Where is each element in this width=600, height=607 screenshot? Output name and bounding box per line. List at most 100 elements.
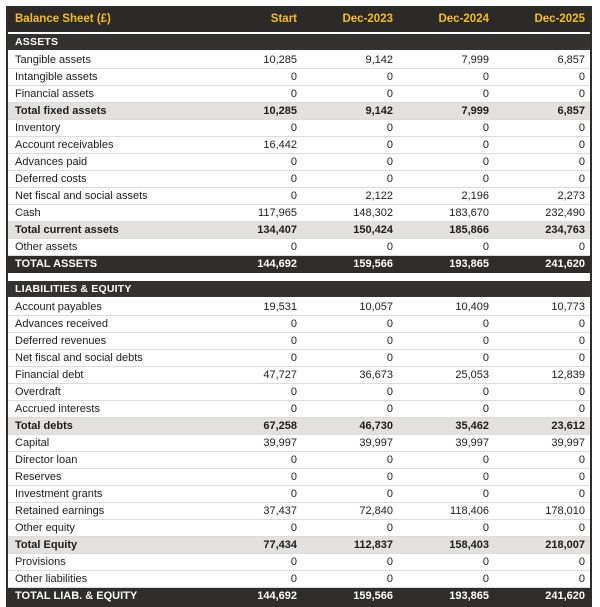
cell-provisions-start: 0 bbox=[206, 553, 302, 571]
cell-cash-start: 117,965 bbox=[206, 204, 302, 222]
section-gap-cell bbox=[8, 273, 590, 281]
row-label: Accrued interests bbox=[8, 400, 206, 418]
cell-retained-earnings-dec-2023: 72,840 bbox=[302, 502, 398, 520]
cell-deferred-costs-dec-2023: 0 bbox=[302, 170, 398, 188]
cell-accrued-interests-dec-2025: 0 bbox=[494, 400, 590, 418]
column-header-dec-2025: Dec-2025 bbox=[494, 8, 590, 34]
cell-deferred-revenues-start: 0 bbox=[206, 332, 302, 350]
table-row-director-loan: Director loan 0 0 0 0 bbox=[8, 451, 590, 469]
cell-director-loan-dec-2023: 0 bbox=[302, 451, 398, 469]
cell-total-debts-dec-2025: 23,612 bbox=[494, 417, 590, 435]
cell-cash-dec-2025: 232,490 bbox=[494, 204, 590, 222]
row-label: Cash bbox=[8, 204, 206, 222]
cell-advances-paid-dec-2025: 0 bbox=[494, 153, 590, 171]
cell-financial-assets-dec-2024: 0 bbox=[398, 85, 494, 103]
cell-total-equity-dec-2023: 112,837 bbox=[302, 536, 398, 554]
cell-financial-assets-dec-2023: 0 bbox=[302, 85, 398, 103]
cell-deferred-revenues-dec-2025: 0 bbox=[494, 332, 590, 350]
cell-overdraft-dec-2025: 0 bbox=[494, 383, 590, 401]
cell-deferred-costs-dec-2025: 0 bbox=[494, 170, 590, 188]
cell-account-receivables-dec-2024: 0 bbox=[398, 136, 494, 154]
table-row-total-current-assets: Total current assets 134,407 150,424 185,86… bbox=[8, 221, 590, 239]
table-row-deferred-costs: Deferred costs 0 0 0 0 bbox=[8, 170, 590, 188]
cell-capital-start: 39,997 bbox=[206, 434, 302, 452]
cell-total-fixed-assets-start: 10,285 bbox=[206, 102, 302, 120]
cell-tangible-assets-start: 10,285 bbox=[206, 51, 302, 69]
row-label: Net fiscal and social assets bbox=[8, 187, 206, 205]
cell-other-liabilities-dec-2023: 0 bbox=[302, 570, 398, 588]
section-header-liabilities-equity: LIABILITIES & EQUITY bbox=[8, 281, 590, 299]
cell-deferred-costs-dec-2024: 0 bbox=[398, 170, 494, 188]
cell-net-fiscal-and-social-debts-start: 0 bbox=[206, 349, 302, 367]
cell-total-liab-equity-dec-2023: 159,566 bbox=[302, 587, 398, 605]
row-label: TOTAL ASSETS bbox=[8, 255, 206, 273]
cell-other-assets-start: 0 bbox=[206, 238, 302, 256]
cell-total-debts-dec-2023: 46,730 bbox=[302, 417, 398, 435]
cell-retained-earnings-dec-2024: 118,406 bbox=[398, 502, 494, 520]
cell-accrued-interests-start: 0 bbox=[206, 400, 302, 418]
row-label: Inventory bbox=[8, 119, 206, 137]
cell-other-assets-dec-2023: 0 bbox=[302, 238, 398, 256]
cell-investment-grants-start: 0 bbox=[206, 485, 302, 503]
cell-financial-debt-dec-2024: 25,053 bbox=[398, 366, 494, 384]
table-row-net-fiscal-and-social-assets: Net fiscal and social assets 0 2,122 2,196 2… bbox=[8, 187, 590, 205]
cell-inventory-start: 0 bbox=[206, 119, 302, 137]
cell-net-fiscal-and-social-assets-dec-2025: 2,273 bbox=[494, 187, 590, 205]
cell-capital-dec-2023: 39,997 bbox=[302, 434, 398, 452]
cell-advances-received-dec-2024: 0 bbox=[398, 315, 494, 333]
cell-director-loan-start: 0 bbox=[206, 451, 302, 469]
cell-tangible-assets-dec-2024: 7,999 bbox=[398, 51, 494, 69]
cell-cash-dec-2023: 148,302 bbox=[302, 204, 398, 222]
cell-total-assets-dec-2023: 159,566 bbox=[302, 255, 398, 273]
cell-account-receivables-dec-2023: 0 bbox=[302, 136, 398, 154]
row-label: Financial assets bbox=[8, 85, 206, 103]
cell-other-liabilities-start: 0 bbox=[206, 570, 302, 588]
cell-total-liab-equity-start: 144,692 bbox=[206, 587, 302, 605]
cell-financial-debt-dec-2023: 36,673 bbox=[302, 366, 398, 384]
cell-inventory-dec-2024: 0 bbox=[398, 119, 494, 137]
table-row-financial-assets: Financial assets 0 0 0 0 bbox=[8, 85, 590, 103]
table-row-total-fixed-assets: Total fixed assets 10,285 9,142 7,999 6,857 bbox=[8, 102, 590, 120]
cell-capital-dec-2024: 39,997 bbox=[398, 434, 494, 452]
table-row-other-equity: Other equity 0 0 0 0 bbox=[8, 519, 590, 537]
column-header-dec-2023: Dec-2023 bbox=[302, 8, 398, 34]
cell-director-loan-dec-2024: 0 bbox=[398, 451, 494, 469]
table-row-cash: Cash 117,965 148,302 183,670 232,490 bbox=[8, 204, 590, 222]
section-header-label: LIABILITIES & EQUITY bbox=[8, 281, 590, 299]
balance-sheet-table: Balance Sheet (£) Start Dec-2023 Dec-202… bbox=[6, 6, 592, 607]
cell-total-fixed-assets-dec-2024: 7,999 bbox=[398, 102, 494, 120]
cell-other-equity-dec-2025: 0 bbox=[494, 519, 590, 537]
row-label: Other assets bbox=[8, 238, 206, 256]
balance-sheet-grid: Balance Sheet (£) Start Dec-2023 Dec-202… bbox=[8, 8, 590, 605]
cell-provisions-dec-2023: 0 bbox=[302, 553, 398, 571]
section-header-label: ASSETS bbox=[8, 33, 590, 52]
row-label: Total Equity bbox=[8, 536, 206, 554]
table-row-overdraft: Overdraft 0 0 0 0 bbox=[8, 383, 590, 401]
table-row-intangible-assets: Intangible assets 0 0 0 0 bbox=[8, 68, 590, 86]
cell-other-equity-dec-2024: 0 bbox=[398, 519, 494, 537]
cell-inventory-dec-2025: 0 bbox=[494, 119, 590, 137]
row-label: Deferred revenues bbox=[8, 332, 206, 350]
cell-account-receivables-start: 16,442 bbox=[206, 136, 302, 154]
table-row-accrued-interests: Accrued interests 0 0 0 0 bbox=[8, 400, 590, 418]
cell-total-fixed-assets-dec-2023: 9,142 bbox=[302, 102, 398, 120]
section-gap bbox=[8, 273, 590, 281]
cell-account-payables-start: 19,531 bbox=[206, 298, 302, 316]
cell-advances-received-dec-2025: 0 bbox=[494, 315, 590, 333]
cell-net-fiscal-and-social-debts-dec-2024: 0 bbox=[398, 349, 494, 367]
cell-investment-grants-dec-2024: 0 bbox=[398, 485, 494, 503]
table-row-inventory: Inventory 0 0 0 0 bbox=[8, 119, 590, 137]
cell-other-equity-start: 0 bbox=[206, 519, 302, 537]
cell-tangible-assets-dec-2025: 6,857 bbox=[494, 51, 590, 69]
cell-total-equity-dec-2025: 218,007 bbox=[494, 536, 590, 554]
table-row-other-liabilities: Other liabilities 0 0 0 0 bbox=[8, 570, 590, 588]
column-header-dec-2024: Dec-2024 bbox=[398, 8, 494, 34]
row-label: TOTAL LIAB. & EQUITY bbox=[8, 587, 206, 605]
row-label: Account receivables bbox=[8, 136, 206, 154]
cell-intangible-assets-dec-2024: 0 bbox=[398, 68, 494, 86]
cell-reserves-dec-2025: 0 bbox=[494, 468, 590, 486]
cell-retained-earnings-dec-2025: 178,010 bbox=[494, 502, 590, 520]
cell-net-fiscal-and-social-assets-dec-2023: 2,122 bbox=[302, 187, 398, 205]
cell-total-liab-equity-dec-2024: 193,865 bbox=[398, 587, 494, 605]
row-label: Investment grants bbox=[8, 485, 206, 503]
